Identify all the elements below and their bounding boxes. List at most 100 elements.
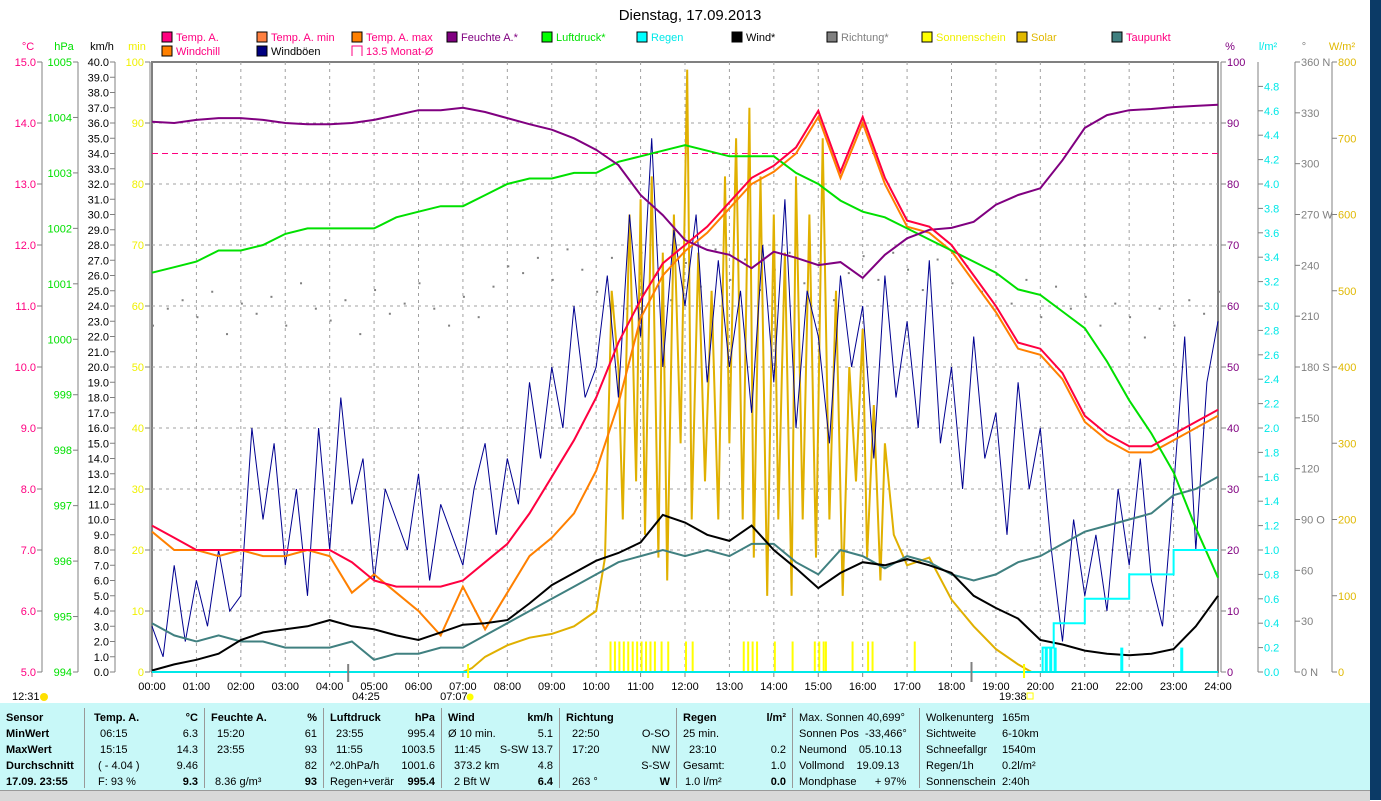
legend-swatch (256, 31, 268, 43)
axis-tick-label: 90 (132, 118, 144, 130)
sunshine-bar (685, 641, 687, 672)
direction-point (477, 316, 480, 319)
legend-label: Regen (651, 32, 683, 44)
hum-avg: 82 (304, 760, 317, 772)
sunshine-bar (645, 641, 648, 672)
axis-tick-label: 40 (132, 423, 144, 435)
x-tick-label: 14:00 (760, 681, 788, 693)
axis-tick-label: 2.2 (1264, 399, 1279, 411)
axis-tick-label: 90 (1227, 118, 1239, 130)
direction-point (359, 333, 362, 336)
astro-markers: 12:31 04:25 07:07 19:38 (12, 662, 1034, 703)
dir-r1: O-SO (641, 728, 670, 740)
series-richtung (152, 248, 1220, 339)
axis-tick-label: 0 (1227, 667, 1233, 679)
x-tick-label: 19:00 (982, 681, 1010, 693)
axis-tick-label: 3.0 (94, 621, 109, 633)
series-windchill (151, 114, 1219, 638)
axis-tick-label: 50 (1227, 362, 1239, 374)
axis-tick-label: 0 (1338, 667, 1344, 679)
legend-label: Sonnenschein (936, 32, 1006, 44)
axis-tick-label: 12.0 (88, 484, 109, 496)
direction-point (344, 299, 347, 302)
rain-unit: l/m² (766, 712, 786, 724)
axis-tick-label: 2.0 (94, 637, 109, 649)
axis-tick-label: 100 (126, 57, 144, 69)
sunshine-bar (824, 641, 827, 672)
rain-bar (1120, 647, 1124, 672)
legend: Temp. A. Temp. A. min Temp. A. max Feuchte … (161, 31, 1171, 58)
axis-tick-label: 38.0 (88, 88, 109, 100)
axis-tick-label: 0 N (1301, 667, 1318, 679)
legend-swatch (161, 45, 173, 57)
legend-item: Temp. A. (161, 31, 219, 44)
axis-tick-label: 60 (1301, 565, 1313, 577)
misc-value: 1540m (1002, 744, 1036, 756)
sunshine-bar (813, 641, 816, 672)
sunshine-bar (791, 641, 794, 672)
axis-unit: ° (1302, 41, 1306, 53)
axis-tick-label: 400 (1338, 362, 1356, 374)
sunshine-bar (609, 641, 612, 672)
astro-full-moon: Vollmond 19.09.13 (799, 760, 900, 772)
axis-tick-label: 90 O (1301, 515, 1325, 527)
dir-r2-time: 17:20 (572, 744, 600, 756)
axis-tick-label: 13.0 (15, 179, 36, 191)
axis-tick-label: 21.0 (88, 347, 109, 359)
temp-min: 6.3 (182, 728, 198, 740)
legend-item: Richtung* (826, 31, 889, 44)
x-tick-label: 07:00 (449, 681, 477, 693)
axis-tick-label: 1003 (48, 168, 72, 180)
legend-label: Windböen (271, 46, 321, 58)
misc-value: 2:40h (1002, 776, 1030, 788)
axis-tick-label: 240 (1301, 260, 1319, 272)
direction-point (892, 251, 895, 254)
direction-point (1188, 299, 1191, 302)
direction-point (374, 289, 377, 292)
legend-label: Solar (1031, 32, 1057, 44)
legend-swatch (541, 31, 553, 43)
axis-tick-label: 2.0 (1264, 423, 1279, 435)
x-tick-label: 15:00 (804, 681, 832, 693)
sunrise-time: 07:07 (440, 691, 468, 703)
wind-avg10: 5.1 (537, 728, 553, 740)
direction-point (226, 333, 229, 336)
press-avg: 1001.6 (401, 760, 435, 772)
sunshine-bar (667, 641, 670, 672)
misc-label: Schneefallgr (926, 744, 988, 756)
moonset-time: 04:25 (352, 691, 380, 703)
dir-current-deg: 263 ° (572, 776, 598, 788)
weather-chart: Dienstag, 17.09.2013 Temp. A. Temp. A. mi… (12, 7, 1356, 703)
direction-point (1114, 302, 1117, 305)
x-tick-label: 21:00 (1071, 681, 1099, 693)
sunshine-bar (649, 641, 652, 672)
direction-point (847, 272, 850, 275)
legend-label: Temp. A. max (366, 32, 433, 44)
rain-r1: 25 min. (683, 728, 720, 740)
axis-tick-label: 20 (132, 545, 144, 557)
astro-max-sun: Max. Sonnen 40,699° (799, 712, 905, 724)
axis-tick-label: 1004 (48, 112, 72, 124)
direction-point (240, 302, 243, 305)
sunset-time: 19:38 (999, 691, 1027, 703)
hum-unit: % (307, 712, 317, 724)
axis-tick-label: 60 (1227, 301, 1239, 313)
direction-point (566, 248, 569, 251)
axis-tick-label: 20 (1227, 545, 1239, 557)
x-tick-label: 09:00 (538, 681, 566, 693)
axis-unit: hPa (54, 41, 74, 53)
hum-min: 61 (304, 728, 317, 740)
sunshine-bar (822, 641, 825, 672)
axis-tick-label: 7.0 (21, 545, 36, 557)
stats-panel: Sensor MinWert MaxWert Durchschnitt 17.0… (0, 703, 1370, 790)
axis-tick-label: 300 (1301, 159, 1319, 171)
x-tick-label: 04:00 (316, 681, 344, 693)
axis-tick-label: 7.0 (94, 560, 109, 572)
axis-tick-label: 8.0 (21, 484, 36, 496)
x-tick-label: 22:00 (1115, 681, 1143, 693)
misc-value: 6-10km (1002, 728, 1039, 740)
axis-tick-label: 37.0 (88, 103, 109, 115)
sunshine-bar (871, 641, 874, 672)
axis-tick-label: 2.8 (1264, 325, 1279, 337)
sunshine-bar (742, 641, 745, 672)
